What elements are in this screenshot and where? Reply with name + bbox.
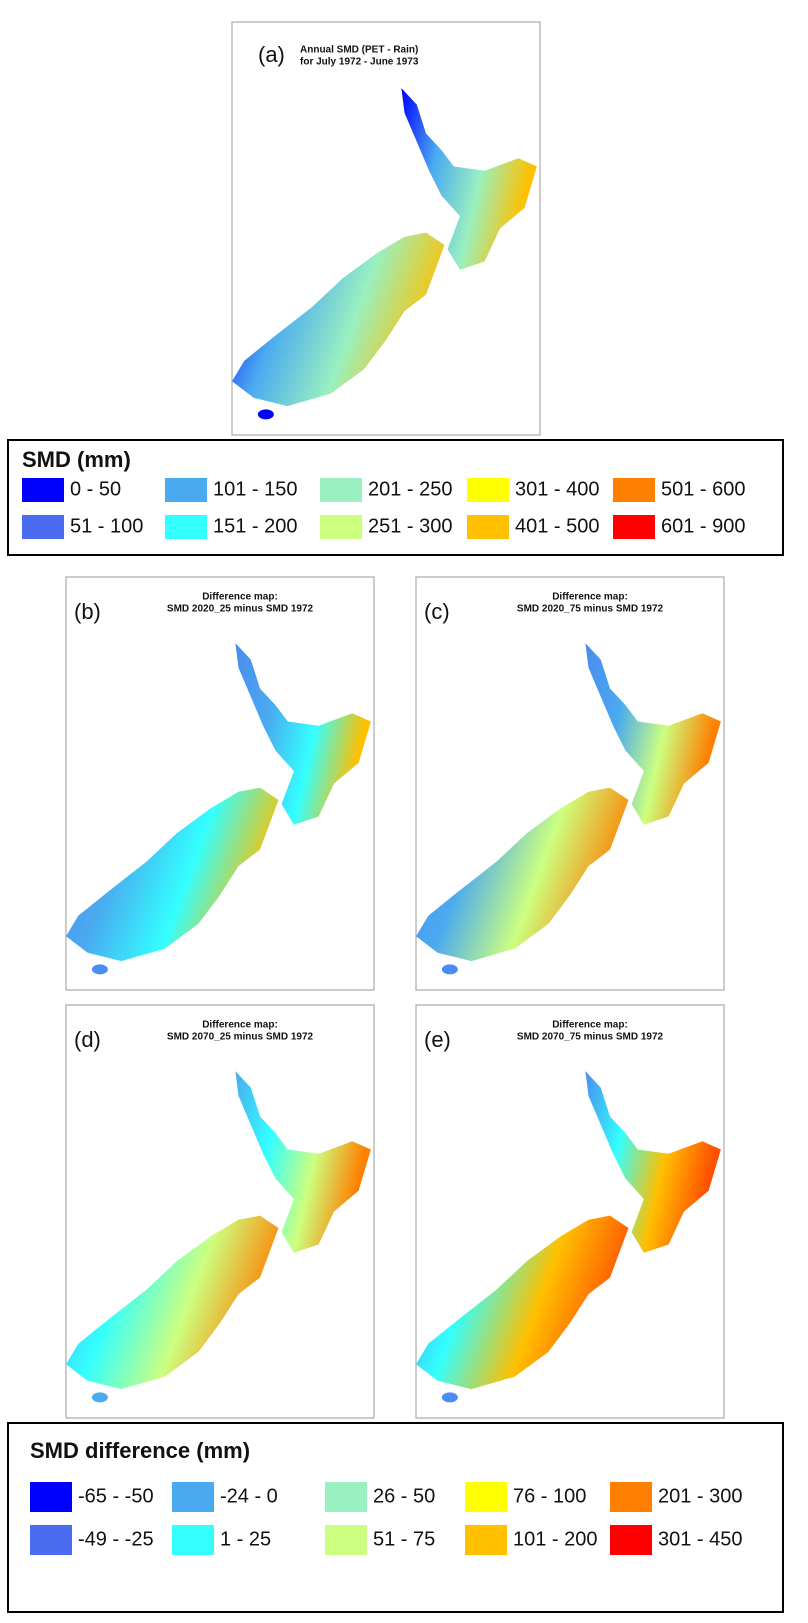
legend-swatch <box>613 478 655 502</box>
legend-swatch <box>165 478 207 502</box>
legend-label: -24 - 0 <box>220 1485 278 1507</box>
legend-swatch <box>465 1482 507 1512</box>
legend-title: SMD difference (mm) <box>30 1438 250 1463</box>
panel-label: (d) <box>74 1027 101 1052</box>
panel-title: Difference map: <box>552 1020 628 1031</box>
legend-label: 1 - 25 <box>220 1528 271 1550</box>
legend-swatch <box>467 515 509 539</box>
panel-title: Annual SMD (PET - Rain) <box>300 45 418 56</box>
legend-swatch <box>30 1525 72 1555</box>
legend-label: 151 - 200 <box>213 515 298 537</box>
legend-label: 601 - 900 <box>661 515 746 537</box>
stewart-island <box>442 1392 458 1402</box>
legend-label: 51 - 100 <box>70 515 143 537</box>
legend-swatch <box>610 1525 652 1555</box>
panel-title: SMD 2070_25 minus SMD 1972 <box>167 1032 314 1043</box>
stewart-island <box>442 964 458 974</box>
legend-swatch <box>320 478 362 502</box>
legend-swatch <box>172 1525 214 1555</box>
legend-swatch <box>325 1525 367 1555</box>
legend-swatch <box>325 1482 367 1512</box>
legend-swatch <box>610 1482 652 1512</box>
legend-swatch <box>467 478 509 502</box>
panel-title: SMD 2070_75 minus SMD 1972 <box>517 1032 664 1043</box>
legend-swatch <box>22 478 64 502</box>
panel-label: (e) <box>424 1027 451 1052</box>
panel-title: for July 1972 - June 1973 <box>300 57 419 68</box>
legend-title: SMD (mm) <box>22 447 131 472</box>
panel-title: SMD 2020_75 minus SMD 1972 <box>517 604 664 615</box>
legend-label: 251 - 300 <box>368 515 453 537</box>
legend-label: 301 - 450 <box>658 1528 743 1550</box>
legend-label: -49 - -25 <box>78 1528 154 1550</box>
legend-label: 101 - 150 <box>213 478 298 500</box>
legend-label: 301 - 400 <box>515 478 600 500</box>
stewart-island <box>92 964 108 974</box>
panel-title: Difference map: <box>202 1020 278 1031</box>
legend-swatch <box>320 515 362 539</box>
legend-label: 501 - 600 <box>661 478 746 500</box>
legend-swatch <box>30 1482 72 1512</box>
panel-title: Difference map: <box>202 592 278 603</box>
panel-title: SMD 2020_25 minus SMD 1972 <box>167 604 314 615</box>
panel-label: (a) <box>258 42 285 67</box>
legend-label: -65 - -50 <box>78 1485 154 1507</box>
stewart-island <box>258 409 274 419</box>
legend-swatch <box>465 1525 507 1555</box>
stewart-island <box>92 1392 108 1402</box>
legend-label: 201 - 300 <box>658 1485 743 1507</box>
panel-label: (b) <box>74 599 101 624</box>
legend-swatch <box>165 515 207 539</box>
legend-label: 51 - 75 <box>373 1528 435 1550</box>
panel-label: (c) <box>424 599 450 624</box>
legend-label: 76 - 100 <box>513 1485 586 1507</box>
legend-swatch <box>22 515 64 539</box>
legend-swatch <box>172 1482 214 1512</box>
legend-swatch <box>613 515 655 539</box>
figure: (a) Annual SMD (PET - Rain)for July 1972 … <box>0 0 808 1618</box>
legend-label: 0 - 50 <box>70 478 121 500</box>
panel-title: Difference map: <box>552 592 628 603</box>
legend-label: 201 - 250 <box>368 478 453 500</box>
legend-label: 26 - 50 <box>373 1485 435 1507</box>
legend-label: 101 - 200 <box>513 1528 598 1550</box>
legend-label: 401 - 500 <box>515 515 600 537</box>
